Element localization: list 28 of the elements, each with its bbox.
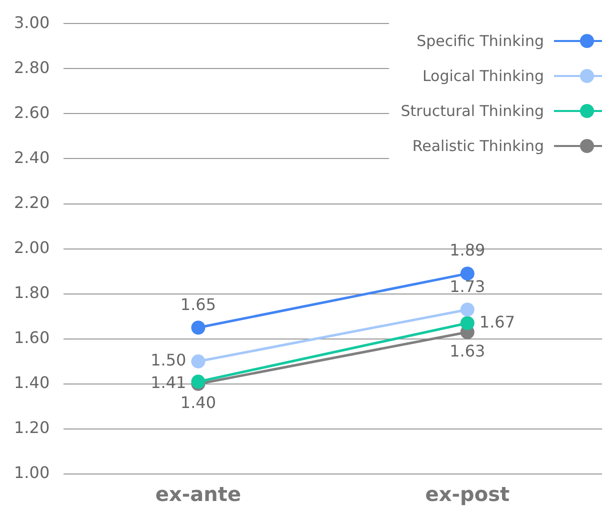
point	[460, 266, 474, 281]
data-label: 1.40	[180, 393, 216, 412]
data-label: 1.73	[450, 276, 486, 296]
legend-label: Realistic Thinking	[412, 137, 544, 156]
y-tick-label: 2.00	[14, 238, 50, 257]
data-label: 1.50	[150, 350, 186, 370]
legend-label: Structural Thinking	[400, 102, 544, 120]
legend-label: Specific Thinking	[416, 32, 544, 50]
y-tick-label: 2.20	[14, 192, 50, 212]
y-tick-label: 1.60	[14, 328, 50, 348]
data-label: 1.67	[479, 312, 516, 332]
point	[191, 354, 206, 368]
y-tick-label: 2.40	[14, 148, 50, 167]
data-label: 1.63	[450, 341, 486, 360]
x-tick-label: ex-post	[425, 482, 510, 506]
point	[460, 302, 474, 317]
y-tick-label: 1.40	[14, 373, 50, 392]
x-tick-label: ex-ante	[155, 482, 242, 506]
legend-label: Logical Thinking	[422, 67, 544, 86]
y-tick-label: 1.00	[14, 463, 50, 482]
y-tick-label: 3.00	[14, 12, 50, 32]
y-tick-label: 1.20	[14, 418, 50, 438]
y-tick-label: 2.80	[14, 58, 50, 77]
y-tick-label: 1.80	[14, 282, 50, 302]
point	[460, 316, 474, 330]
y-tick-label: 2.60	[14, 102, 50, 122]
data-label: 1.65	[180, 294, 216, 314]
point	[191, 320, 206, 335]
